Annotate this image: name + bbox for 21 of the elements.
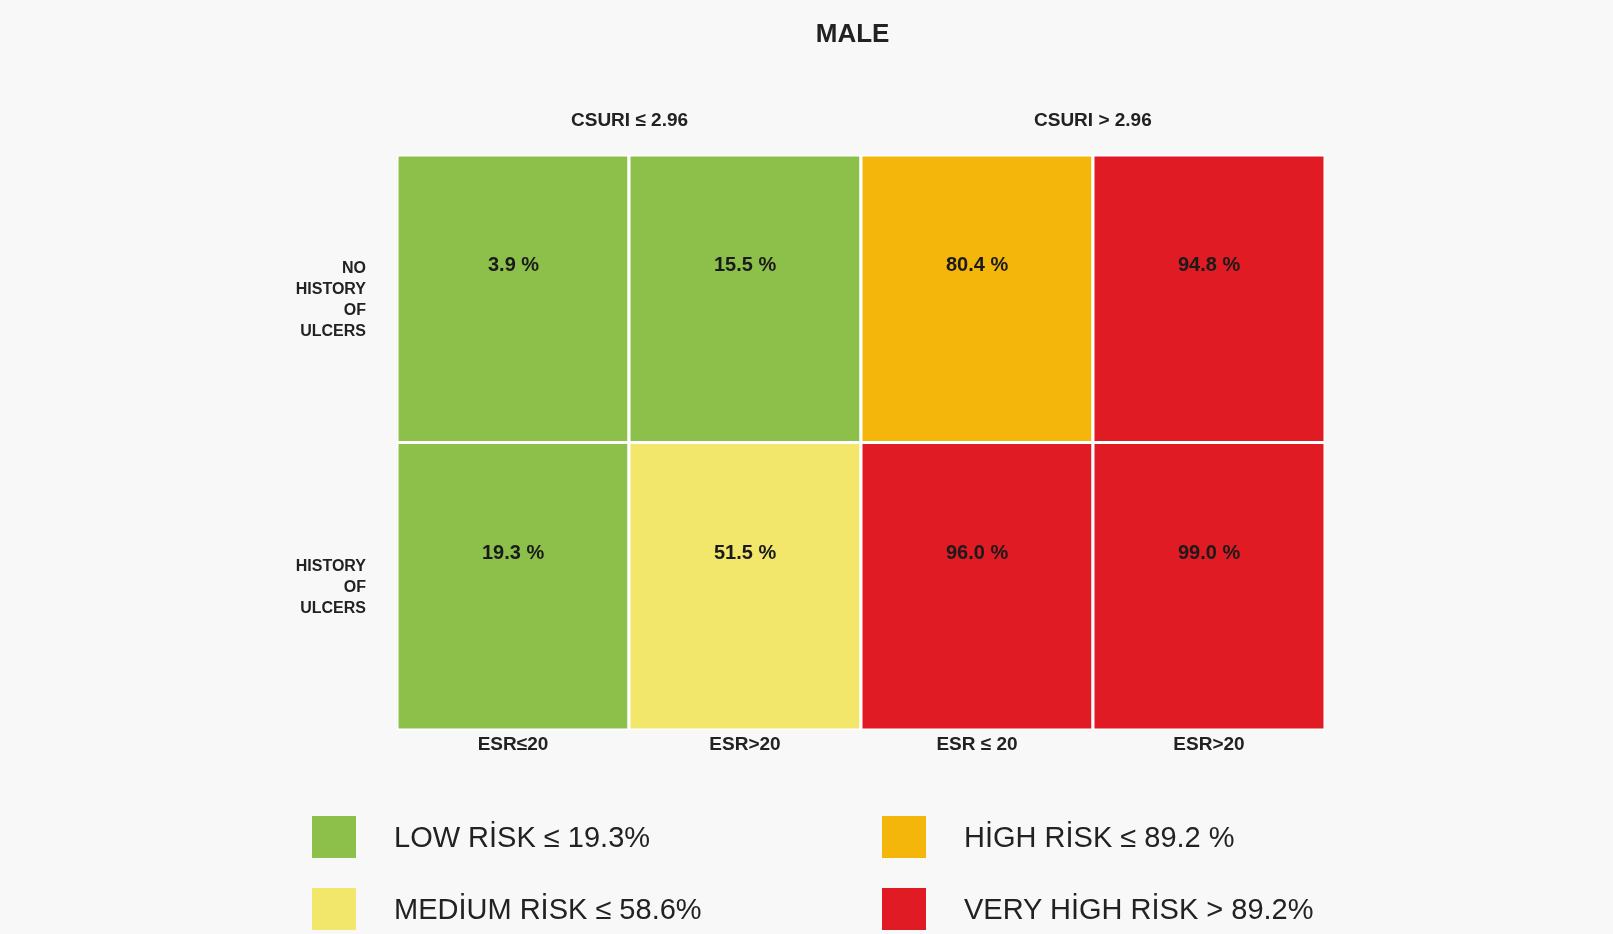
chart-title: MALE — [815, 17, 890, 48]
x-tick-label: ESR ≤ 20 — [936, 733, 1018, 754]
data-label: 94.8 % — [1178, 253, 1241, 275]
data-label: 96.0 % — [946, 541, 1009, 563]
text: HİGH RİSK ≤ 89.2 % — [964, 821, 1235, 853]
data-label: 80.4 % — [946, 253, 1009, 275]
text: MEDİUM RİSK ≤ 58.6% — [394, 893, 702, 925]
text: LOW RİSK ≤ 19.3% — [394, 821, 651, 853]
data-label: 99.0 % — [1178, 541, 1241, 563]
y-tick-label: HISTORY OF ULCERS — [295, 557, 367, 616]
data-label: 15.5 % — [714, 253, 777, 275]
text: VERY HİGH RİSK > 89.2% — [964, 893, 1314, 925]
data-label: 51.5 % — [714, 541, 777, 563]
text: CSURI > 2.96 — [1034, 109, 1152, 130]
x-tick-label: ESR>20 — [1173, 733, 1245, 754]
data-label: 3.9 % — [488, 253, 540, 275]
y-tick-label: NO HISTORY OF ULCERS — [295, 259, 367, 339]
x-tick-label: ESR>20 — [709, 733, 781, 754]
data-label: 19.3 % — [482, 541, 545, 563]
x-tick-label: ESR≤20 — [477, 733, 549, 754]
text: CSURI ≤ 2.96 — [571, 109, 689, 130]
